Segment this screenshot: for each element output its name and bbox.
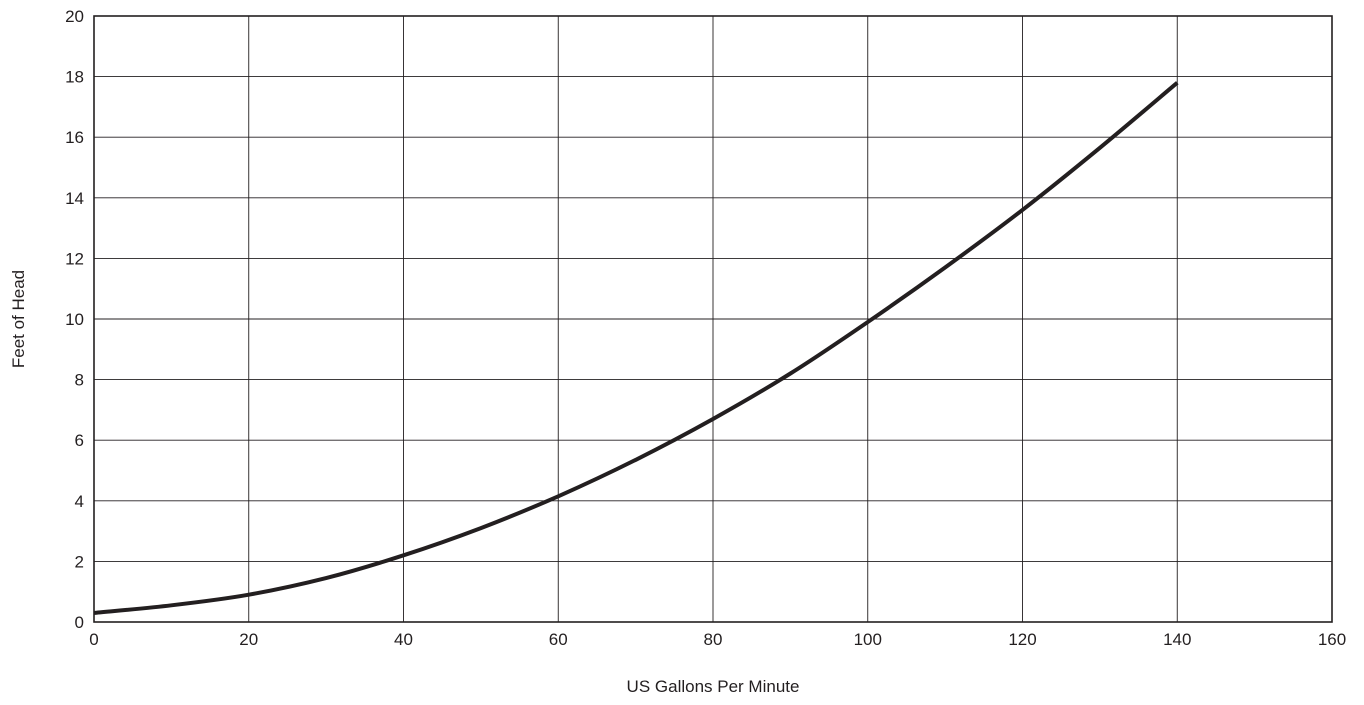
y-tick-label: 18 [65,68,84,87]
x-tick-label: 80 [704,630,723,649]
y-tick-label: 12 [65,249,84,268]
grid-lines [93,15,1333,623]
series-line-0 [93,81,1179,615]
x-axis-label: US Gallons Per Minute [627,677,800,696]
plot-frame [93,15,1333,623]
x-tick-labels: 0 20 40 60 80 100 120 140 160 [89,630,1346,649]
y-tick-label: 10 [65,310,84,329]
x-tick-label: 20 [239,630,258,649]
y-axis-label: Feet of Head [9,270,28,368]
x-tick-label: 140 [1163,630,1191,649]
y-tick-label: 14 [65,189,84,208]
y-tick-label: 0 [75,613,84,632]
series-lines [93,81,1179,615]
x-tick-label: 120 [1008,630,1036,649]
x-tick-label: 160 [1318,630,1346,649]
y-tick-label: 4 [75,492,84,511]
y-tick-label: 20 [65,7,84,26]
x-tick-label: 0 [89,630,98,649]
x-tick-label: 40 [394,630,413,649]
x-tick-label: 100 [854,630,882,649]
x-tick-label: 60 [549,630,568,649]
y-tick-label: 16 [65,128,84,147]
y-tick-label: 6 [75,431,84,450]
y-tick-label: 8 [75,371,84,390]
y-tick-labels: 0 2 4 6 8 10 12 14 16 18 20 [65,7,84,632]
y-tick-label: 2 [75,552,84,571]
